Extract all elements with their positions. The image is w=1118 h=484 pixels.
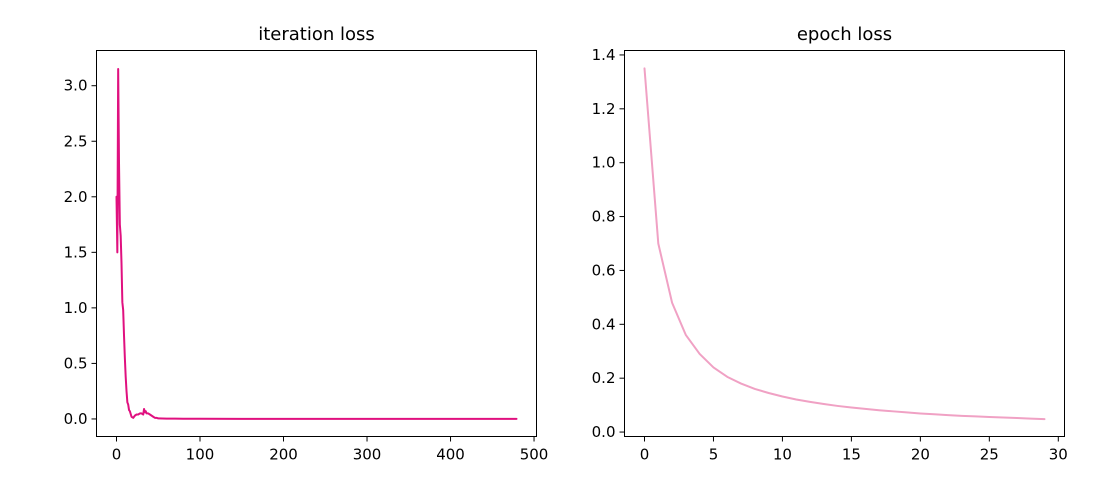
epoch-loss-chart: epoch loss 0 5 10 15 20 25 30 0.0 0.2 0.4 0.6 0.8 1.… xyxy=(592,24,1068,464)
y-tick-label: 0.0 xyxy=(64,410,88,428)
x-tick-label: 200 xyxy=(269,446,298,464)
x-tick-label: 30 xyxy=(1049,446,1068,464)
y-tick-label: 0.2 xyxy=(592,369,616,387)
x-tick-label: 20 xyxy=(911,446,930,464)
y-tick-label: 0.8 xyxy=(592,208,616,226)
x-tick-label: 100 xyxy=(186,446,215,464)
y-tick-label: 0.6 xyxy=(592,261,616,279)
y-tick-label: 1.0 xyxy=(64,299,88,317)
tick-group: 0 5 10 15 20 25 30 0.0 0.2 0.4 0.6 0.8 1.0 1.2 1.4 xyxy=(592,46,1068,464)
y-tick-label: 0.4 xyxy=(592,315,616,333)
x-tick-label: 0 xyxy=(112,446,122,464)
chart-title: iteration loss xyxy=(258,24,375,45)
y-tick-label: 3.0 xyxy=(64,77,88,95)
plot-area xyxy=(115,68,518,420)
y-tick-label: 2.0 xyxy=(64,188,88,206)
y-tick-label: 0.5 xyxy=(64,354,88,372)
x-tick-label: 10 xyxy=(773,446,792,464)
y-tick-label: 1.4 xyxy=(592,46,616,64)
x-tick-label: 0 xyxy=(640,446,650,464)
y-tick-label: 0.0 xyxy=(592,423,616,441)
x-tick-label: 300 xyxy=(353,446,382,464)
x-tick-label: 400 xyxy=(436,446,465,464)
y-tick-label: 1.5 xyxy=(64,243,88,261)
x-tick-label: 5 xyxy=(709,446,719,464)
x-tick-label: 25 xyxy=(980,446,999,464)
plot-area xyxy=(643,67,1046,421)
axes-frame xyxy=(96,50,537,437)
chart-title: epoch loss xyxy=(797,24,892,45)
y-tick-label: 1.2 xyxy=(592,100,616,118)
axes-frame xyxy=(624,50,1065,437)
tick-group: 0 100 200 300 400 500 0.0 0.5 1.0 1.5 2.0 2.5 3.0 xyxy=(64,77,549,464)
y-tick-label: 2.5 xyxy=(64,132,88,150)
series-line xyxy=(115,68,518,420)
x-tick-label: 500 xyxy=(520,446,549,464)
x-tick-label: 15 xyxy=(842,446,861,464)
y-tick-label: 1.0 xyxy=(592,154,616,172)
series-line xyxy=(643,67,1046,421)
iteration-loss-chart: iteration loss 0 100 200 300 400 500 0.0 0.5 1.0… xyxy=(64,24,549,464)
